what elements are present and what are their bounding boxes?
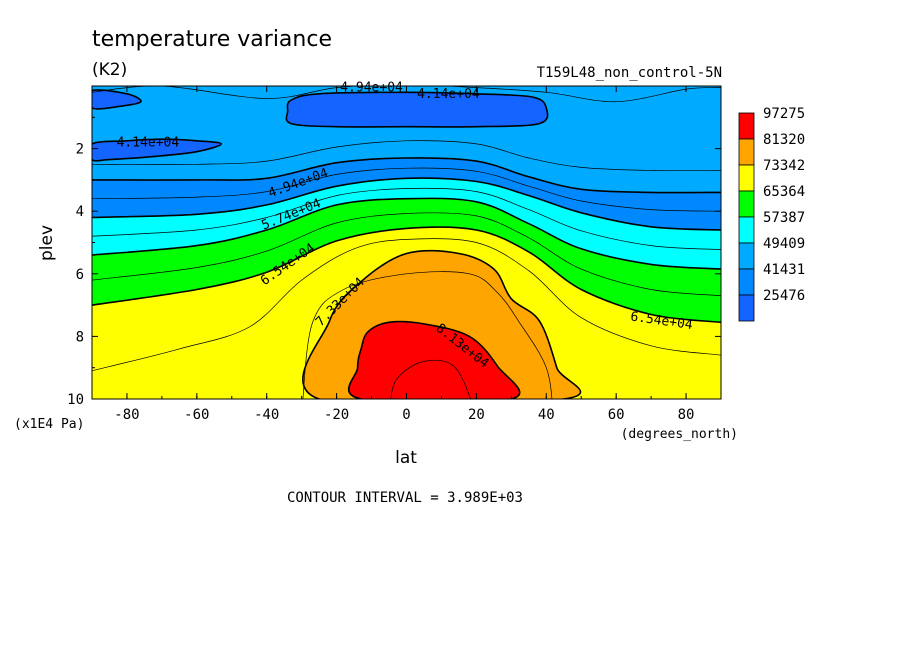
contour-line-6: [92, 226, 721, 324]
y-axis-label: plev: [37, 225, 57, 261]
colorbar-swatch: [738, 294, 755, 322]
x-axis-label: lat: [395, 448, 417, 468]
x-tick-label: 20: [468, 407, 485, 423]
contour-line-3: [92, 157, 721, 194]
contour-interval: CONTOUR INTERVAL = 3.989E+03: [287, 490, 523, 506]
y-axis-units: (x1E4 Pa): [14, 417, 84, 432]
colorbar-swatch: [738, 138, 755, 166]
y-tick-label: 10: [67, 392, 84, 408]
contour-label: 4.14e+04: [417, 87, 480, 102]
x-axis: -80 -60 -40 -20 0 20 40 60 80: [91, 86, 722, 423]
contour-line-thin-top: [92, 140, 721, 172]
colorbar-swatch: [738, 268, 755, 296]
x-tick-label: 80: [678, 407, 695, 423]
contour-line-5: [92, 197, 721, 270]
contour-line-thin-red: [390, 359, 472, 399]
contour-line-thin-yellow: [92, 238, 721, 372]
experiment-label: T159L48_non_control-5N: [537, 65, 722, 81]
y-tick-label: 4: [76, 204, 84, 220]
chart-units: (K2): [92, 60, 127, 80]
colorbar-label: 25476: [763, 288, 805, 304]
colorbar-label: 49409: [763, 236, 805, 252]
x-tick-label: 0: [402, 407, 410, 423]
contour-line-thin-1: [92, 187, 721, 250]
colorbar-label: 73342: [763, 158, 805, 174]
x-tick-label: -60: [184, 407, 209, 423]
contour-line-1: [92, 138, 223, 162]
contour-lines: [92, 86, 721, 399]
contour-line-thin-2: [92, 212, 721, 297]
x-tick-label: -80: [114, 407, 139, 423]
colorbar-swatch: [738, 242, 755, 270]
colorbar-label: 41431: [763, 262, 805, 278]
contour-line-thin-orange: [302, 271, 553, 399]
contour-label: 4.94e+04: [340, 81, 403, 96]
colorbar-swatch: [738, 190, 755, 218]
contour-line-0: [285, 91, 549, 128]
contour-line-thin-upper: [92, 86, 721, 103]
colorbar-label: 81320: [763, 132, 805, 148]
x-tick-label: -40: [254, 407, 279, 423]
x-tick-label: -20: [324, 407, 349, 423]
y-tick-label: 2: [76, 142, 84, 158]
x-axis-units: (degrees_north): [621, 427, 738, 442]
colorbar-swatch: [738, 112, 755, 140]
contour-line-2: [92, 89, 142, 110]
contour-fills: [92, 86, 721, 399]
colorbar-label: 97275: [763, 106, 805, 122]
colorbar-swatch: [738, 164, 755, 192]
band-fill-1: [92, 139, 222, 161]
y-axis: 2 4 6 8 10: [67, 116, 721, 408]
colorbar-label: 57387: [763, 210, 805, 226]
contour-label: 4.14e+04: [117, 135, 180, 150]
y-tick-label: 8: [76, 329, 84, 345]
colorbar-label: 65364: [763, 184, 805, 200]
band-fill-0: [286, 92, 548, 127]
y-tick-label: 6: [76, 267, 84, 283]
x-tick-label: 40: [538, 407, 555, 423]
contour-line-thin-0: [92, 167, 721, 212]
colorbar: 97275 81320 73342 65364 57387 49409 41431 25476: [738, 106, 805, 322]
chart-title: temperature variance: [92, 27, 332, 52]
contour-line-4: [92, 177, 721, 231]
colorbar-swatch: [738, 216, 755, 244]
x-tick-label: 60: [608, 407, 625, 423]
